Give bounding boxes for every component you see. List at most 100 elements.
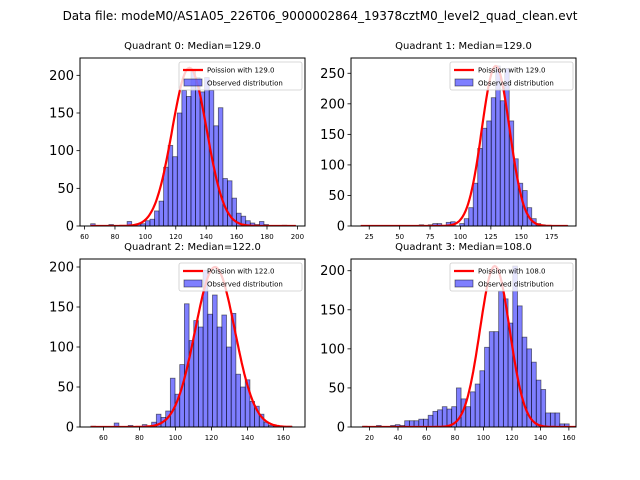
x-tick-label: 180: [260, 233, 273, 241]
histogram-bar: [484, 346, 490, 427]
histogram-bar: [423, 418, 429, 427]
suptitle: Data file: modeM0/AS1A05_226T06_90000028…: [63, 9, 578, 23]
panel-title: Quadrant 1: Median=129.0: [395, 41, 532, 52]
y-tick-label: 0: [66, 421, 74, 436]
histogram-bar: [216, 326, 223, 427]
histogram-bar: [486, 120, 492, 226]
histogram-bar: [90, 223, 96, 226]
x-tick-label: 50: [395, 233, 404, 241]
histogram-bar: [470, 391, 476, 427]
histogram-bar: [172, 156, 178, 226]
x-tick-label: 60: [99, 434, 108, 442]
histogram-bar: [535, 379, 542, 427]
histogram-bar: [427, 414, 434, 427]
panel-title: Quadrant 0: Median=129.0: [124, 41, 261, 52]
histogram-bar: [149, 218, 155, 226]
legend-label-fit: Poission with 122.0: [207, 268, 275, 276]
y-tick-label: 50: [57, 381, 74, 396]
x-tick-label: 100: [169, 434, 182, 442]
histogram-bar: [221, 314, 227, 427]
x-tick-label: 125: [484, 233, 497, 241]
histogram-bar: [186, 96, 192, 226]
legend-label-fit: Poission with 129.0: [478, 67, 546, 75]
histogram-bar: [488, 331, 495, 427]
y-tick-label: 100: [320, 158, 345, 173]
legend-label-observed: Observed distribution: [478, 80, 554, 88]
y-tick-label: 200: [49, 261, 74, 276]
histogram-bar: [545, 412, 551, 427]
legend-box: [178, 61, 303, 91]
panel-title: Quadrant 2: Median=122.0: [124, 242, 261, 253]
legend-bar-swatch: [183, 78, 203, 87]
histogram-bar: [154, 210, 160, 226]
x-tick-label: 60: [422, 434, 431, 442]
histogram-bar: [517, 305, 523, 427]
x-tick-label: 140: [534, 434, 547, 442]
x-tick-label: 160: [230, 233, 243, 241]
histogram-bar: [474, 383, 481, 427]
x-tick-label: 75: [426, 233, 435, 241]
legend-box: [449, 262, 574, 292]
x-tick-label: 100: [454, 233, 467, 241]
y-tick-label: 150: [49, 106, 74, 121]
y-tick-label: 250: [320, 67, 345, 82]
y-tick-label: 200: [49, 69, 74, 84]
legend-bar-swatch: [454, 78, 474, 87]
histogram-bar: [167, 144, 174, 226]
x-tick-label: 100: [139, 233, 152, 241]
histogram-bar: [126, 221, 133, 226]
histogram-bar: [564, 423, 570, 427]
x-tick-label: 150: [515, 233, 528, 241]
legend-label-fit: Poission with 129.0: [207, 67, 275, 75]
legend-bar-swatch: [454, 279, 474, 288]
x-tick-label: 60: [80, 233, 89, 241]
y-tick-label: 150: [320, 303, 345, 318]
y-tick-label: 0: [337, 421, 345, 436]
x-tick-label: 120: [505, 434, 518, 442]
histogram-bar: [498, 290, 504, 427]
legend: Poission with 129.0 Observed distribution: [178, 61, 303, 91]
histogram-bar: [465, 406, 471, 427]
histogram-bar: [163, 166, 169, 226]
x-tick-label: 40: [394, 434, 403, 442]
legend-label-observed: Observed distribution: [207, 80, 283, 88]
histogram-bar: [240, 386, 246, 427]
histogram-bar: [554, 412, 561, 427]
x-tick-label: 120: [205, 434, 218, 442]
histogram-bar: [195, 77, 201, 226]
poisson-fit-line: [90, 265, 292, 427]
x-tick-label: 80: [450, 434, 459, 442]
histogram-bar: [207, 313, 213, 427]
histogram-bar: [432, 410, 438, 427]
histogram-bar: [481, 127, 488, 226]
histogram-bar: [144, 220, 151, 226]
histogram-bar: [198, 326, 204, 427]
x-tick-label: 140: [199, 233, 212, 241]
x-tick-label: 20: [365, 434, 374, 442]
histogram-bar: [204, 77, 210, 226]
x-tick-label: 140: [241, 434, 254, 442]
y-tick-label: 50: [57, 182, 74, 197]
histogram-bar: [468, 207, 474, 226]
y-tick-label: 0: [337, 220, 345, 235]
histogram-bar: [217, 107, 224, 226]
legend-box: [449, 61, 574, 91]
histogram-bar: [531, 361, 537, 427]
legend: Poission with 122.0 Observed distribution: [178, 262, 303, 292]
legend-bar-swatch: [183, 279, 203, 288]
y-tick-label: 100: [320, 342, 345, 357]
histogram-bar: [499, 100, 506, 226]
histogram-bar: [258, 221, 265, 226]
y-tick-label: 50: [328, 381, 345, 396]
histogram-bar: [190, 68, 196, 226]
histogram-bar: [212, 294, 218, 427]
histogram-bar: [169, 377, 176, 427]
y-tick-label: 150: [320, 128, 345, 143]
poisson-fit-line: [362, 264, 576, 427]
histogram-bar: [437, 409, 443, 427]
y-tick-label: 50: [328, 189, 345, 204]
axes-frame: [79, 258, 306, 428]
histogram-bar: [113, 422, 120, 427]
histogram-bar: [179, 364, 185, 427]
histogram-bar: [176, 112, 183, 226]
